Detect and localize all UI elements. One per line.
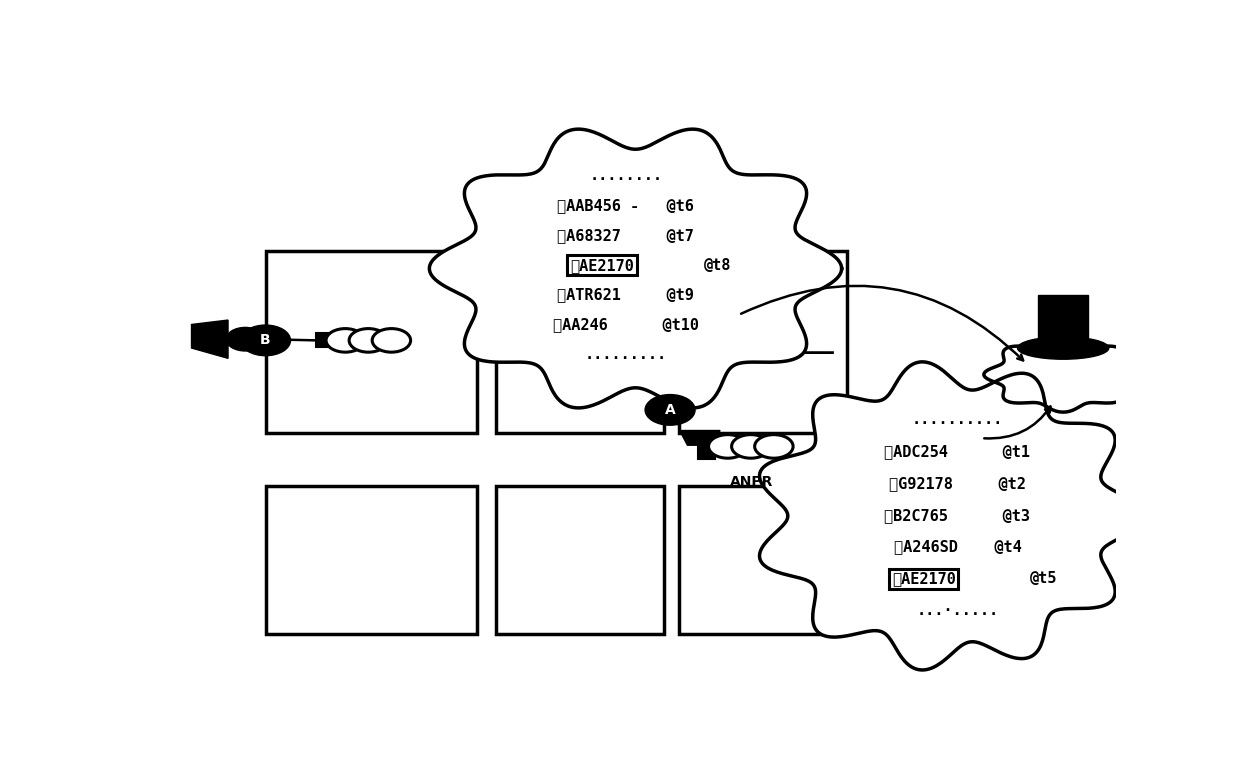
Circle shape [708,435,746,458]
Text: ANPR: ANPR [730,474,774,489]
Polygon shape [429,129,842,408]
Text: ...·.....: ...·..... [916,603,998,618]
Bar [698,445,715,459]
Circle shape [732,435,770,458]
Text: 吉ADC254      @t1: 吉ADC254 @t1 [884,444,1030,459]
Bar [678,251,847,434]
Text: 吉B2C765      @t3: 吉B2C765 @t3 [884,508,1030,522]
Text: 吉ATR621     @t9: 吉ATR621 @t9 [558,288,694,302]
Bar [496,487,665,633]
Ellipse shape [1018,337,1109,360]
Text: 吉AA246      @t10: 吉AA246 @t10 [553,317,699,332]
Text: ..........: .......... [911,412,1003,428]
Circle shape [645,395,696,425]
Circle shape [350,329,388,352]
Polygon shape [760,362,1143,670]
Circle shape [372,329,410,352]
Circle shape [241,325,290,356]
Polygon shape [191,320,228,358]
Circle shape [326,329,365,352]
Text: 吉A68327     @t7: 吉A68327 @t7 [558,228,694,243]
Text: 吉AAB456 -   @t6: 吉AAB456 - @t6 [558,198,694,213]
Text: .........: ......... [585,347,667,362]
Text: @t5: @t5 [1030,571,1058,586]
Text: A: A [665,403,676,417]
Bar [316,334,334,347]
Text: B: B [260,334,270,347]
Text: 蒙G92178     @t2: 蒙G92178 @t2 [889,476,1025,491]
Bar [496,251,665,434]
Polygon shape [983,337,1142,412]
Bar [265,487,477,633]
Text: 吉AE2170: 吉AE2170 [570,258,634,272]
Circle shape [226,327,264,351]
Bar [265,251,477,434]
Text: 吉A246SD    @t4: 吉A246SD @t4 [894,539,1022,555]
Circle shape [755,435,794,458]
Text: @t8: @t8 [703,258,730,272]
Bar [1038,295,1089,348]
Bar [678,487,847,633]
Text: ........: ........ [589,168,662,184]
Polygon shape [680,431,720,445]
Text: 吉AE2170: 吉AE2170 [892,571,956,586]
